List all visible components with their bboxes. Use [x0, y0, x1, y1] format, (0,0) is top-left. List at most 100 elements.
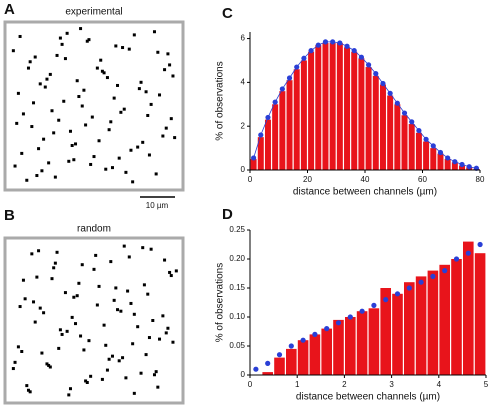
channel-point	[82, 88, 86, 92]
overlay-point	[344, 43, 350, 49]
channel-point	[119, 110, 123, 114]
channel-point	[136, 325, 140, 329]
overlay-point	[406, 285, 412, 291]
channel-point	[58, 36, 62, 40]
bar	[379, 84, 386, 170]
channel-point	[132, 391, 136, 395]
channel-point	[15, 121, 19, 125]
channel-point	[20, 151, 24, 155]
overlay-point	[383, 297, 389, 303]
channel-point	[116, 83, 120, 87]
channel-point	[144, 90, 148, 94]
channel-point	[168, 270, 172, 274]
bar	[262, 372, 273, 375]
channel-point	[168, 63, 172, 67]
bar	[308, 51, 315, 170]
channel-point	[119, 309, 123, 313]
overlay-point	[452, 159, 458, 165]
channel-point	[30, 252, 34, 256]
x-tick-label: 20	[303, 175, 312, 184]
bar	[322, 42, 329, 171]
channel-point	[131, 342, 135, 346]
channel-point	[35, 174, 39, 178]
channel-point	[147, 336, 151, 340]
x-tick-label: 80	[476, 175, 485, 184]
x-tick-label: 5	[484, 380, 489, 389]
overlay-point	[365, 62, 372, 68]
channel-point	[139, 80, 143, 84]
channel-point	[94, 253, 98, 257]
channel-point	[35, 275, 39, 279]
channel-point	[25, 384, 29, 388]
overlay-point	[294, 64, 300, 70]
channel-point	[62, 99, 66, 103]
channel-point	[50, 277, 54, 281]
bar	[358, 58, 365, 170]
channel-point	[146, 113, 150, 117]
x-tick-label: 60	[418, 175, 427, 184]
overlay-point	[258, 132, 264, 138]
x-axis-label: distance between channels (µm)	[296, 392, 440, 403]
overlay-point	[351, 48, 357, 54]
bar	[380, 288, 391, 375]
y-tick-label: 0.15	[229, 283, 245, 292]
channel-point	[75, 294, 79, 298]
bar	[297, 340, 309, 375]
channel-point	[48, 72, 52, 76]
channel-point	[169, 117, 173, 121]
overlay-point	[315, 42, 321, 48]
channel-point	[82, 348, 86, 352]
channel-point	[171, 74, 175, 78]
overlay-point	[337, 40, 343, 46]
channel-point	[65, 31, 69, 35]
channel-point	[164, 126, 168, 130]
channel-point	[33, 320, 37, 324]
channel-point	[129, 148, 133, 152]
bar	[415, 276, 427, 375]
overlay-point	[324, 326, 330, 332]
x-tick-label: 0	[248, 380, 253, 389]
bar	[309, 334, 321, 375]
channel-point	[117, 156, 121, 160]
channel-point	[92, 155, 96, 159]
channel-point	[72, 295, 76, 299]
channel-point	[137, 87, 141, 91]
channel-point	[28, 390, 32, 394]
channel-point	[114, 286, 118, 290]
overlay-point	[322, 39, 329, 45]
channel-point	[26, 66, 30, 70]
channel-point	[85, 39, 89, 43]
bar	[286, 80, 293, 170]
overlay-point	[250, 155, 257, 161]
channel-point	[163, 258, 167, 262]
overlay-point	[380, 80, 386, 87]
channel-point	[122, 107, 126, 111]
overlay-point	[347, 314, 353, 320]
bar	[430, 148, 437, 170]
scale-bar-label: 10 µm	[146, 201, 169, 210]
overlay-point	[286, 75, 293, 81]
channel-point	[18, 34, 22, 38]
channel-point	[92, 267, 96, 271]
channel-point	[102, 71, 106, 75]
overlay-point	[394, 291, 401, 297]
channel-point	[126, 289, 130, 293]
channel-point	[26, 388, 30, 392]
channel-point	[141, 246, 145, 250]
channel-point	[13, 360, 17, 364]
bar	[351, 51, 358, 170]
channel-point	[67, 393, 71, 397]
channel-point	[75, 79, 79, 83]
channel-point	[25, 178, 29, 182]
bar	[315, 45, 322, 171]
overlay-point	[445, 155, 451, 161]
channel-point	[90, 115, 94, 119]
channel-point	[74, 322, 78, 326]
y-tick-label: 0.10	[229, 312, 245, 321]
panel-frame	[3, 20, 185, 192]
channel-point	[42, 137, 46, 141]
channel-point	[97, 139, 101, 143]
channel-point	[79, 334, 83, 338]
channel-point	[21, 112, 25, 116]
channel-point	[117, 359, 121, 363]
